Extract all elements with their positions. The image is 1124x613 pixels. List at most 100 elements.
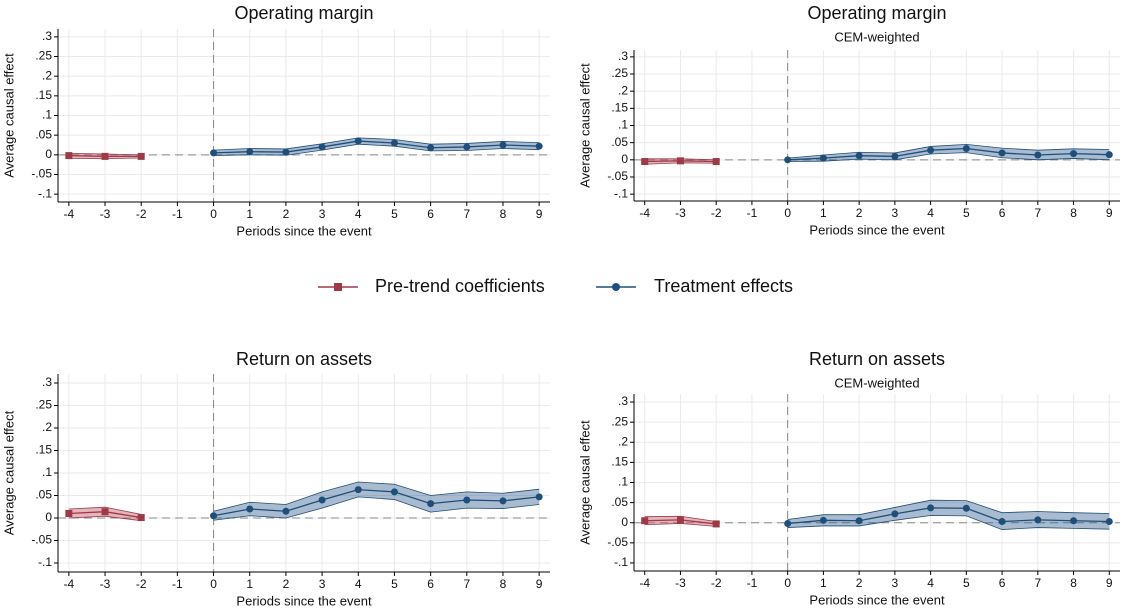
x-tick-label: 2	[856, 206, 863, 220]
point	[246, 148, 254, 156]
y-tick-label: .1	[42, 108, 52, 122]
x-tick-label: -2	[711, 576, 722, 590]
band-edge	[68, 515, 142, 522]
x-tick-label: 1	[246, 207, 253, 221]
x-tick-label: 4	[355, 207, 362, 221]
point	[712, 520, 720, 528]
x-tick-label: -3	[675, 576, 686, 590]
point	[427, 500, 435, 508]
point	[855, 152, 863, 160]
x-tick-label: 1	[246, 577, 253, 591]
x-tick-label: -4	[64, 207, 75, 221]
x-tick-label: 7	[463, 207, 470, 221]
point	[784, 156, 792, 164]
x-tick-label: 9	[536, 207, 543, 221]
y-tick-label: .15	[35, 88, 52, 102]
point	[282, 148, 290, 156]
point	[927, 146, 935, 154]
y-tick-label: 0	[45, 510, 52, 524]
x-tick-label: 6	[999, 206, 1006, 220]
y-tick-label: .3	[42, 375, 52, 389]
chart-subtitle: CEM-weighted	[834, 375, 919, 390]
x-tick-label: -1	[747, 576, 758, 590]
x-tick-label: 0	[210, 577, 217, 591]
series-line	[213, 488, 540, 517]
point	[65, 510, 73, 517]
point	[641, 158, 649, 166]
x-tick-label: -1	[747, 206, 758, 220]
x-tick-label: -1	[172, 207, 183, 221]
point	[65, 152, 73, 160]
point	[1034, 516, 1042, 524]
y-tick-label: .1	[618, 475, 628, 489]
point	[676, 516, 684, 524]
y-tick-label: .1	[618, 118, 628, 132]
chart-subtitle: CEM-weighted	[834, 29, 919, 44]
point	[1034, 151, 1042, 159]
point	[318, 496, 326, 504]
point	[1070, 517, 1078, 525]
band-edge	[213, 496, 540, 521]
y-tick-label: 0	[45, 147, 52, 161]
confidence-band	[213, 502, 250, 521]
x-tick-label: 0	[210, 207, 217, 221]
x-tick-label: 2	[283, 207, 290, 221]
x-tick-label: 9	[1106, 206, 1113, 220]
point	[318, 143, 326, 151]
point	[499, 141, 507, 149]
y-tick-label: -.1	[38, 555, 52, 569]
x-tick-label: 3	[319, 577, 326, 591]
x-tick-label: 5	[391, 577, 398, 591]
point	[676, 157, 684, 165]
x-tick-label: 1	[820, 576, 827, 590]
point	[998, 518, 1006, 526]
x-tick-label: 6	[999, 576, 1006, 590]
y-tick-label: .05	[611, 495, 628, 509]
x-axis-label: Periods since the event	[809, 222, 945, 237]
y-tick-label: .05	[35, 488, 52, 502]
legend-marker	[612, 283, 620, 291]
point	[101, 152, 109, 160]
point	[210, 149, 218, 157]
point	[962, 504, 970, 512]
point	[499, 497, 507, 505]
x-tick-label: 6	[427, 207, 434, 221]
x-tick-label: 2	[283, 577, 290, 591]
x-tick-label: -2	[711, 206, 722, 220]
point	[463, 143, 471, 151]
point	[819, 154, 827, 162]
band-edge	[213, 481, 540, 512]
x-tick-label: 4	[355, 577, 362, 591]
y-tick-label: .3	[42, 29, 52, 43]
y-tick-label: .05	[611, 135, 628, 149]
series-line	[787, 147, 1110, 161]
x-tick-label: -1	[172, 577, 183, 591]
point	[891, 510, 899, 518]
x-tick-label: -3	[100, 207, 111, 221]
x-tick-label: 4	[927, 206, 934, 220]
point	[1105, 518, 1113, 526]
x-tick-label: -2	[136, 207, 147, 221]
point	[354, 137, 362, 145]
y-tick-label: .3	[618, 394, 628, 408]
x-tick-label: 8	[500, 577, 507, 591]
y-tick-label: .25	[35, 49, 52, 63]
band-edge	[644, 515, 717, 522]
y-axis-label: Average causal effect	[1, 410, 16, 535]
x-tick-label: -4	[64, 577, 75, 591]
y-tick-label: .1	[42, 465, 52, 479]
x-tick-label: 9	[536, 577, 543, 591]
point	[1070, 150, 1078, 158]
x-tick-label: 7	[1034, 576, 1041, 590]
point	[427, 144, 435, 152]
point	[101, 508, 109, 516]
y-axis-label: Average causal effect	[1, 53, 16, 178]
point	[210, 512, 218, 520]
band-edge	[787, 152, 1110, 162]
point	[962, 144, 970, 152]
legend-label: Pre-trend coefficients	[375, 276, 545, 296]
x-tick-label: -2	[136, 577, 147, 591]
point	[927, 504, 935, 512]
x-axis-label: Periods since the event	[236, 223, 372, 238]
